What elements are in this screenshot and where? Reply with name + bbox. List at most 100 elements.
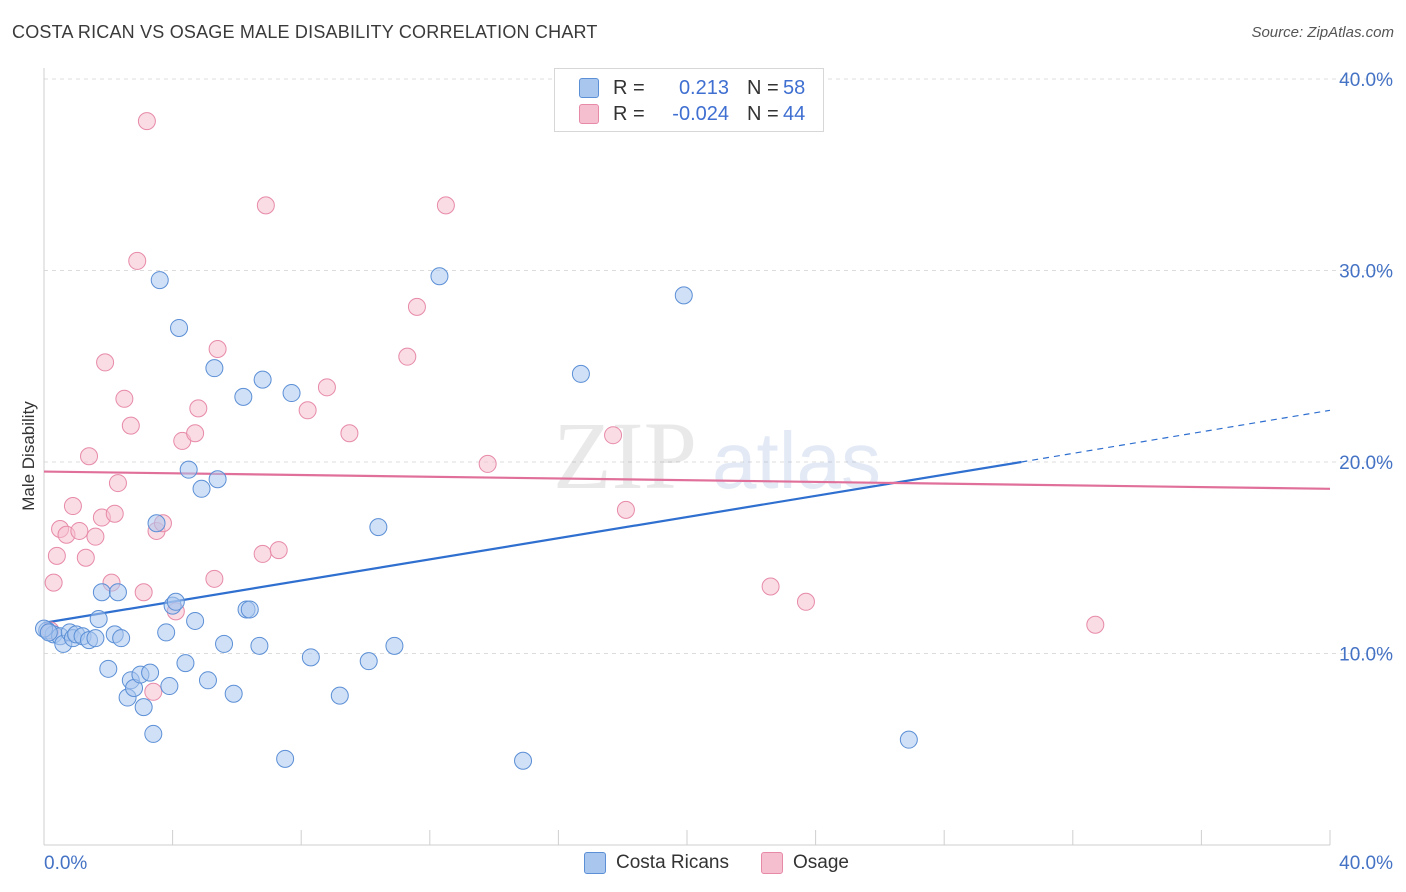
osage-point-26 (189, 399, 208, 418)
osage-point-16 (121, 416, 140, 435)
costa-rican-point-53 (571, 364, 590, 383)
legend-n-value: 44 (783, 102, 806, 125)
costa-rican-point-30 (176, 654, 195, 673)
osage-point-1 (44, 573, 63, 592)
costa-rican-point-26 (160, 677, 179, 696)
osage-point-20 (144, 682, 163, 701)
osage-point-6 (70, 521, 89, 540)
costa-rican-point-35 (205, 359, 224, 378)
costa-rican-point-42 (250, 636, 269, 655)
trend-line-osage (43, 470, 1331, 490)
osage-point-39 (604, 426, 623, 445)
osage-point-19 (137, 112, 156, 131)
osage-point-18 (134, 583, 153, 602)
costa-rican-point-36 (208, 470, 227, 489)
osage-point-40 (616, 500, 635, 519)
osage-point-15 (115, 389, 134, 408)
costa-rican-point-21 (141, 663, 160, 682)
costa-rican-point-46 (301, 648, 320, 667)
legend-r-label: R = (613, 102, 645, 125)
source-label: Source: ZipAtlas.com (1251, 24, 1394, 41)
legend-r-value: 0.213 (678, 76, 729, 99)
watermark-zip: ZIP (553, 402, 697, 509)
osage-point-7 (76, 548, 95, 567)
costa-rican-point-15 (112, 629, 131, 648)
costa-rican-point-11 (92, 583, 111, 602)
osage-point-36 (407, 297, 426, 316)
osage-point-41 (761, 577, 780, 596)
costa-rican-point-51 (430, 267, 449, 286)
osage-point-28 (208, 340, 227, 359)
costa-rican-point-52 (514, 751, 533, 770)
legend-swatch-costa-ricans (584, 852, 606, 874)
trend-line-costa-ricans (43, 460, 1022, 624)
x-tick-label-max: 40.0% (1339, 853, 1393, 874)
osage-point-32 (298, 401, 317, 420)
osage-point-37 (436, 196, 455, 215)
tick-labels: 10.0% 20.0% 30.0% 40.0% 0.0% 40.0% (44, 70, 1393, 874)
costa-rican-point-31 (179, 460, 198, 479)
costa-rican-point-22 (144, 724, 163, 743)
costa-rican-point-24 (150, 271, 169, 290)
legend-label-osage: Osage (793, 852, 849, 873)
costa-rican-point-43 (253, 370, 272, 389)
costa-rican-point-45 (282, 384, 301, 403)
costa-rican-point-47 (330, 686, 349, 705)
osage-point-25 (186, 424, 205, 443)
costa-rican-point-12 (99, 659, 118, 678)
y-tick-label-3: 40.0% (1339, 70, 1393, 91)
legend-item-costa-ricans[interactable]: Costa Ricans (584, 852, 729, 874)
legend-n-label: N = (747, 76, 779, 99)
legend-item-osage[interactable]: Osage (761, 852, 849, 874)
legend-n-label: N = (747, 102, 779, 125)
osage-point-11 (96, 353, 115, 372)
series-legend: Costa Ricans Osage (584, 852, 881, 874)
watermark-atlas: atlas (712, 416, 881, 505)
osage-point-27 (205, 569, 224, 588)
costa-rican-point-41 (240, 600, 259, 619)
costa-rican-point-14 (108, 583, 127, 602)
legend-swatch-pink (579, 104, 599, 124)
osage-point-29 (253, 544, 272, 563)
osage-point-42 (796, 592, 815, 611)
osage-point-30 (256, 196, 275, 215)
costa-rican-point-49 (369, 518, 388, 537)
chart-title: COSTA RICAN VS OSAGE MALE DISABILITY COR… (12, 22, 598, 42)
costa-rican-point-38 (224, 684, 243, 703)
osage-point-17 (128, 251, 147, 270)
osage-point-5 (63, 497, 82, 516)
y-axis-label: Male Disability (19, 401, 38, 511)
costa-rican-point-54 (674, 286, 693, 305)
osage-point-35 (398, 347, 417, 366)
trend-line-costa-ricans-extrapolated (1021, 409, 1331, 463)
legend-n-value: 58 (783, 76, 806, 99)
osage-point-38 (478, 454, 497, 473)
y-tick-label-0: 10.0% (1339, 645, 1393, 666)
legend-r-value: -0.024 (672, 102, 729, 125)
costa-rican-point-20 (134, 698, 153, 717)
costa-rican-point-57 (39, 623, 58, 642)
osage-point-9 (86, 527, 105, 546)
costa-rican-points (35, 267, 918, 770)
trend-lines (43, 409, 1331, 624)
costa-rican-point-29 (170, 318, 189, 337)
costa-rican-point-39 (234, 387, 253, 406)
osage-point-33 (317, 378, 336, 397)
costa-rican-point-9 (86, 629, 105, 648)
costa-rican-point-33 (192, 479, 211, 498)
legend-swatch-blue (579, 78, 599, 98)
osage-point-8 (80, 447, 99, 466)
costa-rican-point-32 (186, 611, 205, 630)
costa-rican-point-23 (147, 514, 166, 533)
costa-rican-point-50 (385, 636, 404, 655)
correlation-legend: R = 0.213 N = 58 R = -0.024 N = 44 (554, 68, 824, 132)
costa-rican-point-55 (899, 730, 918, 749)
costa-rican-point-44 (276, 749, 295, 768)
axes (43, 68, 1331, 846)
osage-points (41, 112, 1105, 701)
costa-rican-point-28 (166, 592, 185, 611)
costa-rican-point-25 (157, 623, 176, 642)
costa-rican-point-10 (89, 610, 108, 629)
osage-point-2 (47, 546, 66, 565)
osage-point-31 (269, 541, 288, 560)
